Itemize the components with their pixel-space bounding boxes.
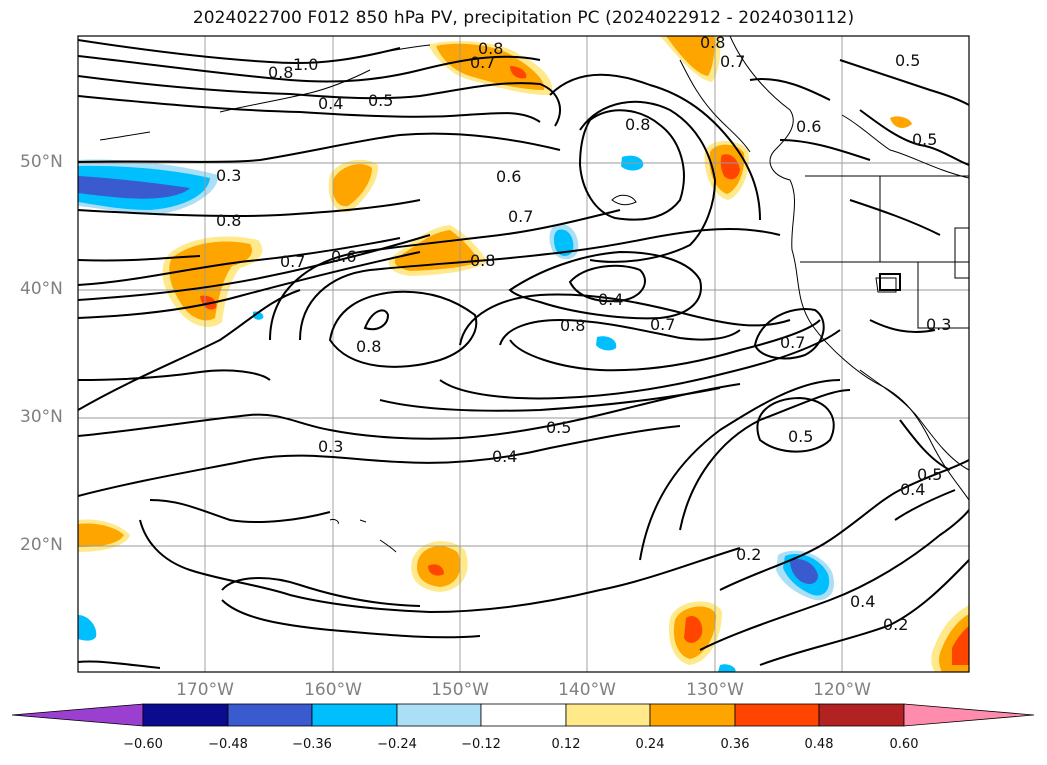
negative-anomaly-patch xyxy=(78,155,736,672)
contour-label: 0.7 xyxy=(650,315,675,334)
lat-label: 20°N xyxy=(20,535,63,555)
contour-label: 0.4 xyxy=(492,447,517,466)
colorbar-tick-label: 0.12 xyxy=(551,737,581,752)
colorbar-tick-label: 0.48 xyxy=(804,737,834,752)
contour-label: 0.6 xyxy=(331,247,356,266)
contour-label: 0.5 xyxy=(368,91,393,110)
map-frame xyxy=(77,35,970,673)
coastlines xyxy=(99,36,969,553)
contour-label: 0.8 xyxy=(356,337,381,356)
contour-label: 0.8 xyxy=(216,211,241,230)
positive-anomaly-patch xyxy=(162,236,263,327)
colorbar-segment xyxy=(396,703,482,727)
contour-label: 0.8 xyxy=(625,115,650,134)
colorbar-over-arrow xyxy=(903,703,1035,727)
contour-label: 0.4 xyxy=(598,290,623,309)
contour-labels: 1.0 0.8 0.4 0.5 0.8 0.7 0.8 0.7 0.5 0.6 … xyxy=(216,33,951,634)
contour-label: 0.2 xyxy=(883,615,908,634)
colorbar-tick-label: −0.36 xyxy=(292,737,332,752)
colorbar-under-arrow xyxy=(11,703,144,727)
colorbar-segment xyxy=(142,703,229,727)
colorbar-segment xyxy=(480,703,567,727)
negative-anomaly-patch xyxy=(776,550,835,601)
colorbar-tick-label: 0.36 xyxy=(720,737,750,752)
contour-label: 0.5 xyxy=(917,465,942,484)
contour-label: 1.0 xyxy=(293,55,318,74)
lat-label: 50°N xyxy=(20,152,63,172)
lat-label: 40°N xyxy=(20,279,63,299)
contour-label: 0.5 xyxy=(788,427,813,446)
colorbar-tick-label: −0.24 xyxy=(377,737,417,752)
colorbar-segment xyxy=(311,703,398,727)
contour-label: 0.2 xyxy=(736,545,761,564)
colorbar-segment xyxy=(565,703,651,727)
contour-label: 0.8 xyxy=(470,251,495,270)
colorbar xyxy=(11,703,1035,727)
contour-label: 0.7 xyxy=(470,53,495,72)
colorbar-segment xyxy=(649,703,736,727)
contour-label: 0.6 xyxy=(496,167,521,186)
map-title: 2024022700 F012 850 hPa PV, precipitatio… xyxy=(192,8,855,28)
contour-label: 0.8 xyxy=(478,39,503,58)
contour-label: 0.7 xyxy=(280,252,305,271)
contour-label: 0.3 xyxy=(926,315,951,334)
negative-anomaly-patch xyxy=(78,159,219,214)
contour-label: 0.5 xyxy=(546,418,571,437)
contour-label: 0.3 xyxy=(318,437,343,456)
lat-label: 30°N xyxy=(20,407,63,427)
contour-label: 0.3 xyxy=(216,166,241,185)
lon-label: 120°W xyxy=(813,680,871,700)
colorbar-tick-label: −0.48 xyxy=(208,737,248,752)
contour-label: 0.5 xyxy=(912,130,937,149)
contour-label: 0.8 xyxy=(268,63,293,82)
lon-label: 130°W xyxy=(686,680,744,700)
positive-anomaly-patch xyxy=(78,116,969,672)
colorbar-tick-label: 0.24 xyxy=(635,737,665,752)
contour-label: 0.7 xyxy=(508,207,533,226)
positive-anomaly-patch xyxy=(704,141,749,200)
positive-anomaly-patch xyxy=(328,159,379,213)
contour-label: 0.7 xyxy=(720,52,745,71)
contour-label: 0.8 xyxy=(700,33,725,52)
lon-label: 150°W xyxy=(431,680,489,700)
contour-label: 0.4 xyxy=(318,94,343,113)
lon-label: 170°W xyxy=(176,680,234,700)
colorbar-tick-label: 0.60 xyxy=(889,737,919,752)
colorbar-tick-label: −0.12 xyxy=(461,737,501,752)
contour-label: 0.4 xyxy=(850,592,875,611)
lon-label: 140°W xyxy=(558,680,616,700)
colorbar-segment xyxy=(818,703,905,727)
contour-label: 0.5 xyxy=(895,51,920,70)
colorbar-tick-label: −0.60 xyxy=(123,737,163,752)
colorbar-segment xyxy=(227,703,313,727)
positive-anomaly-patch xyxy=(660,36,721,82)
contour-label: 0.4 xyxy=(900,480,925,499)
contour-label: 0.6 xyxy=(796,117,821,136)
pv-contours xyxy=(78,39,969,669)
lon-label: 160°W xyxy=(304,680,362,700)
positive-anomaly-patch xyxy=(428,41,553,96)
contour-label: 0.7 xyxy=(780,333,805,352)
colorbar-segment xyxy=(734,703,820,727)
contour-label: 0.8 xyxy=(560,316,585,335)
